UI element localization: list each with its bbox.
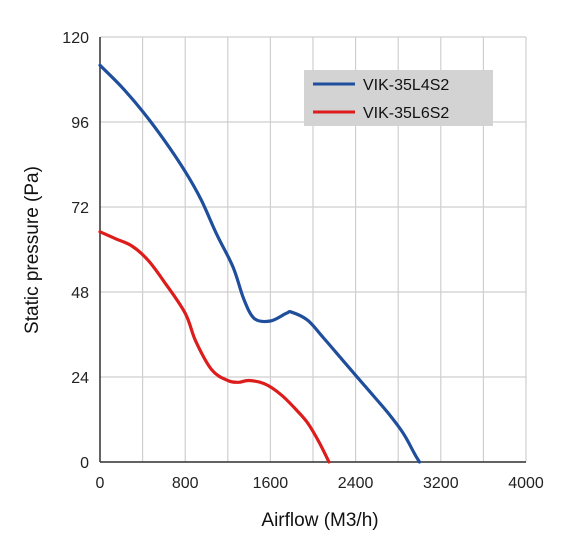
- series-lines: [98, 63, 422, 464]
- y-axis-title: Static pressure (Pa): [22, 166, 43, 334]
- x-tick-label: 2400: [338, 475, 374, 492]
- legend-box: [304, 70, 493, 126]
- x-tick-labels: 0 800 1600 2400 3200 4000: [96, 475, 544, 492]
- x-axis-title: Airflow (M3/h): [261, 510, 378, 531]
- legend-label-vik-35l4s2: VIK-35L4S2: [363, 77, 449, 94]
- y-tick-label: 48: [71, 285, 89, 302]
- x-tick-label: 3200: [423, 475, 459, 492]
- y-tick-label: 0: [80, 455, 89, 472]
- y-tick-label: 72: [71, 200, 89, 217]
- x-tick-label: 0: [96, 475, 105, 492]
- x-tick-label: 800: [172, 475, 199, 492]
- y-tick-label: 96: [71, 115, 89, 132]
- x-tick-label: 1600: [253, 475, 289, 492]
- series-line-vik-35l6s2: [98, 230, 331, 464]
- axes: [99, 37, 526, 463]
- y-tick-label: 120: [62, 30, 89, 47]
- legend-label-vik-35l6s2: VIK-35L6S2: [363, 105, 449, 122]
- y-tick-label: 24: [71, 370, 89, 387]
- y-tick-labels: 0 24 48 72 96 120: [62, 30, 89, 472]
- series-line-vik-35l4s2: [98, 63, 422, 464]
- legend: VIK-35L4S2 VIK-35L6S2: [304, 70, 493, 126]
- x-tick-label: 4000: [508, 475, 544, 492]
